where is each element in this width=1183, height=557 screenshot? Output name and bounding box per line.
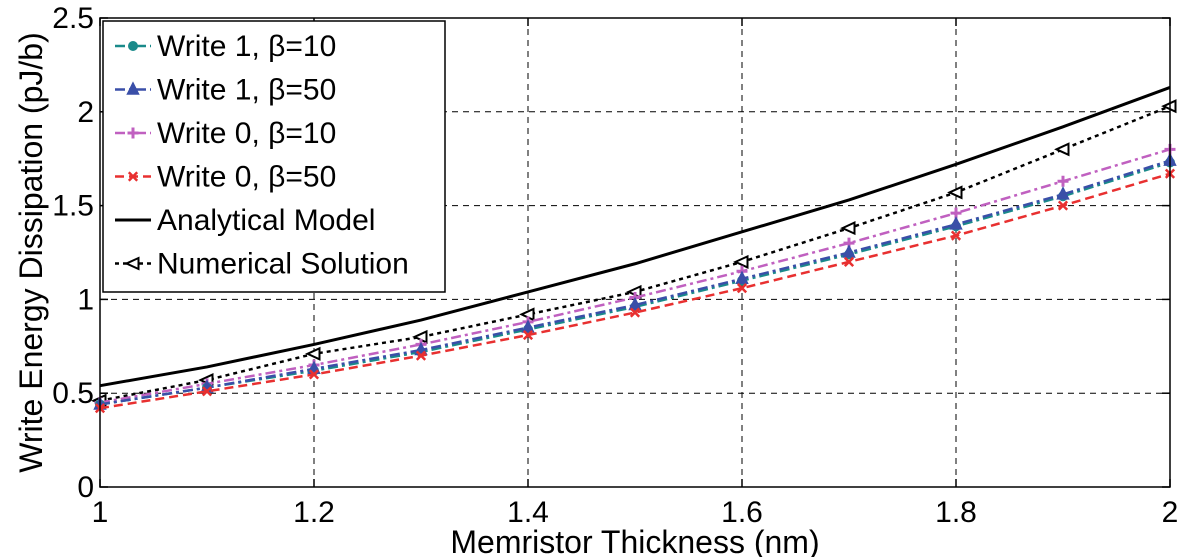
point-marker	[415, 350, 427, 361]
x-tick-label: 1.6	[721, 496, 763, 529]
legend-label: Write 1, β=10	[157, 30, 336, 63]
legend-label: Numerical Solution	[157, 248, 409, 281]
x-axis-label: Memristor Thickness (nm)	[450, 524, 819, 557]
point-marker	[128, 41, 138, 51]
legend-label: Analytical Model	[157, 204, 375, 237]
series-line	[99, 159, 1171, 406]
series-layer	[91, 86, 1177, 414]
point-marker	[124, 256, 140, 271]
legend-item: Write 1, β=10	[115, 30, 336, 63]
point-marker	[521, 319, 535, 333]
legend-label: Write 1, β=50	[157, 74, 336, 107]
series-line	[99, 86, 1171, 388]
y-axis-label: Write Energy Dissipation (pJ/b)	[13, 32, 49, 472]
point-marker	[628, 296, 642, 311]
point-marker	[522, 329, 534, 341]
y-tick-label: 1	[77, 283, 94, 316]
point-marker	[733, 254, 749, 269]
series-line	[99, 172, 1171, 410]
point-marker	[735, 270, 749, 285]
legend-item: Numerical Solution	[115, 248, 409, 281]
legend-label: Write 0, β=50	[157, 161, 336, 194]
legend-label: Write 0, β=10	[157, 117, 336, 150]
point-marker	[1054, 142, 1070, 157]
plot-area-frame	[99, 17, 1171, 488]
point-marker	[947, 185, 963, 200]
series-3	[94, 168, 1176, 414]
x-tick-label: 1.4	[507, 496, 549, 529]
series-4	[99, 86, 1171, 388]
legend-box	[102, 20, 446, 293]
point-marker	[840, 221, 856, 236]
point-marker	[1057, 175, 1069, 187]
series-line	[99, 161, 1171, 406]
legend-item: Analytical Model	[115, 204, 375, 237]
axis-ticks: 1 1.2 1.4 1.6 1.8 2 0 0.5 1 1.5 2 2.5	[52, 2, 1178, 529]
point-marker	[127, 127, 139, 139]
point-marker	[1056, 186, 1070, 200]
point-marker	[842, 244, 856, 258]
x-tick-label: 1.2	[293, 496, 335, 529]
point-marker	[736, 283, 748, 294]
x-tick-label: 1	[92, 496, 109, 529]
y-tick-label: 1.5	[52, 190, 94, 223]
point-marker	[949, 216, 963, 230]
point-marker	[305, 346, 321, 361]
legend: Write 1, β=10 Write 1, β=50 Write 0, β=10 W…	[102, 20, 446, 293]
x-tick-label: 1.8	[935, 496, 977, 529]
y-tick-label: 2	[77, 96, 94, 129]
y-tick-label: 2.5	[52, 2, 94, 35]
point-marker	[127, 171, 139, 182]
legend-item: Write 1, β=50	[115, 74, 336, 107]
point-marker	[201, 386, 213, 397]
legend-item: Write 0, β=50	[115, 161, 336, 194]
point-marker	[629, 307, 641, 318]
point-marker	[1057, 200, 1069, 211]
y-tick-label: 0	[77, 471, 94, 504]
point-marker	[950, 230, 962, 241]
x-tick-label: 2	[1162, 496, 1179, 529]
legend-item: Write 0, β=10	[115, 117, 336, 150]
point-marker	[308, 369, 320, 380]
point-marker	[843, 256, 855, 267]
point-marker	[126, 81, 140, 95]
y-tick-label: 0.5	[52, 377, 94, 410]
